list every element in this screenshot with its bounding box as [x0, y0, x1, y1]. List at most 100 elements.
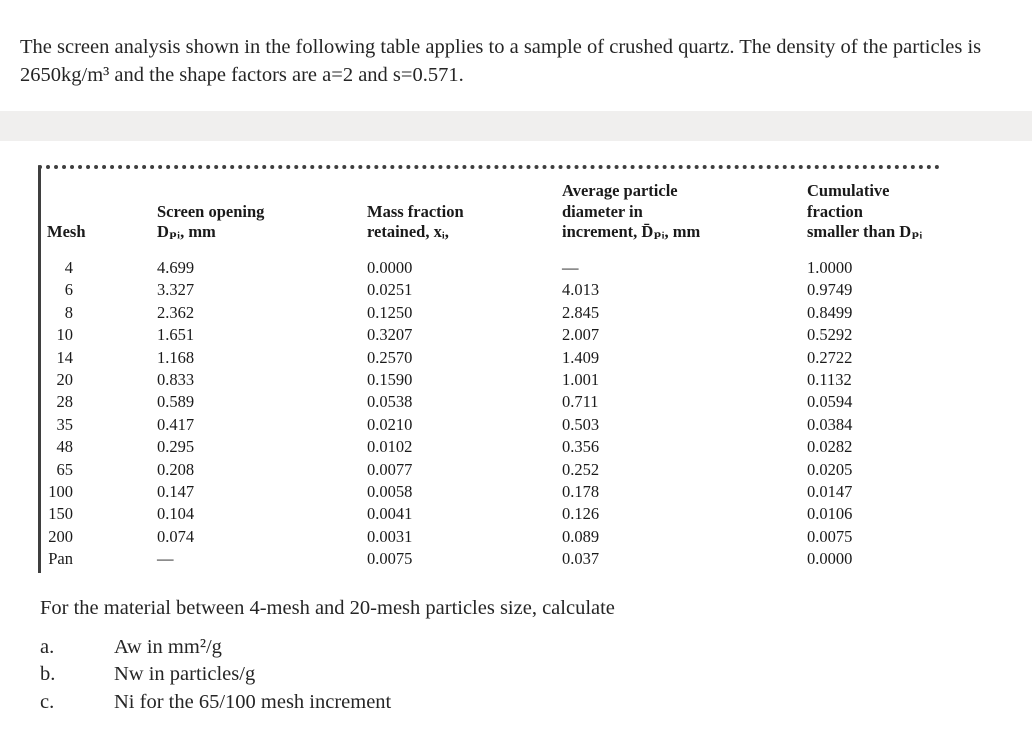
- table-cell: 0.0077: [367, 459, 413, 479]
- table-cell: 2.007: [562, 325, 600, 345]
- table-cell: 0.3207: [367, 325, 413, 345]
- screen-analysis-table: Mesh Screen opening Dₚᵢ, mm Mass fraction re…: [47, 181, 940, 571]
- table-cell: 0.089: [562, 526, 600, 546]
- table-row: 20 0.833 0.1590 1.001 0.1132: [47, 369, 940, 391]
- table-row: 28 0.589 0.0538 0.711 0.0594: [47, 391, 940, 413]
- table-row: 150 0.104 0.0041 0.126 0.0106: [47, 503, 940, 525]
- table-cell: 0.0102: [367, 437, 413, 457]
- question-item-text: Aw in mm²/g: [114, 635, 222, 658]
- table-header-row: Mesh Screen opening Dₚᵢ, mm Mass fraction re…: [47, 181, 940, 257]
- table-cell: 4: [64, 257, 73, 277]
- table-cell: 0.0075: [807, 526, 853, 546]
- table-cell: 0.8499: [807, 302, 853, 322]
- question-prompt: For the material between 4-mesh and 20-m…: [40, 596, 615, 619]
- table-cell: 0.0000: [367, 257, 413, 277]
- table-cell: 1.001: [562, 369, 600, 389]
- problem-statement: The screen analysis shown in the followi…: [20, 35, 982, 86]
- question-item-b: b. Nw in particles/g: [40, 661, 1032, 689]
- table-cell: 0.0031: [367, 526, 413, 546]
- table-cell: 4.699: [157, 257, 195, 277]
- table-cell: 0.147: [157, 482, 195, 501]
- table-cell: 0.5292: [807, 325, 853, 345]
- table-cell: 0.0251: [367, 280, 413, 300]
- table-cell: 48: [56, 437, 74, 457]
- section-divider-band: [0, 111, 1032, 142]
- table-cell: 0.356: [562, 437, 600, 457]
- table-cell: 0.711: [562, 392, 599, 412]
- table-cell: 0.0075: [367, 549, 413, 569]
- question-item-label: b.: [40, 663, 56, 686]
- question-item-label: a.: [40, 635, 55, 658]
- table-cell: 0.2570: [367, 347, 413, 367]
- table-row: 10 1.651 0.3207 2.007 0.5292: [47, 324, 940, 346]
- table-cell: 3.327: [157, 280, 195, 300]
- table-cell: 10: [56, 325, 74, 345]
- table-row: 200 0.074 0.0031 0.089 0.0075: [47, 526, 940, 548]
- table-cell: 0.126: [562, 504, 600, 524]
- table-cell: 0.074: [157, 526, 195, 546]
- table-cell: 0.0058: [367, 482, 413, 501]
- table-cell: 0.2722: [807, 347, 853, 367]
- table-cell: 0.0000: [807, 549, 853, 569]
- table-cell: 1.409: [562, 347, 600, 367]
- table-row: 6 3.327 0.0251 4.013 0.9749: [47, 279, 940, 301]
- table-cell: 8: [64, 302, 73, 322]
- table-cell: 0.1132: [807, 369, 852, 389]
- table-body: 4 4.699 0.0000 — 1.0000 6 3.327 0.0251 4.013 0.97…: [47, 257, 940, 571]
- column-header: Mass fraction retained, xᵢ,: [367, 201, 464, 242]
- table-cell: 6: [64, 280, 73, 300]
- table-cell: 0.0210: [367, 414, 413, 434]
- column-header: Average particle diameter in increment, D̄…: [562, 181, 701, 242]
- column-header: Cumulative fraction smaller than Dₚᵢ: [807, 181, 923, 242]
- screen-analysis-table-section: Mesh Screen opening Dₚᵢ, mm Mass fraction re…: [38, 165, 940, 573]
- table-cell: 1.651: [157, 325, 195, 345]
- table-cell: 0.9749: [807, 280, 853, 300]
- question-item-c: c. Ni for the 65/100 mesh increment: [40, 689, 1032, 717]
- table-cell: 1.168: [157, 347, 195, 367]
- table-cell: 0.0106: [807, 504, 853, 524]
- table-cell: 100: [48, 482, 73, 501]
- table-row: 4 4.699 0.0000 — 1.0000: [47, 257, 940, 279]
- column-header: Screen opening Dₚᵢ, mm: [157, 201, 265, 242]
- column-header: Mesh: [47, 222, 86, 242]
- table-cell: 0.104: [157, 504, 195, 524]
- table-cell: 20: [56, 369, 74, 389]
- table-cell: 150: [48, 504, 73, 524]
- table-cell: 0.208: [157, 459, 195, 479]
- table-cell: 2.362: [157, 302, 195, 322]
- table-cell: 2.845: [562, 302, 600, 322]
- table-cell: 0.0147: [807, 482, 853, 501]
- table-cell: 0.0282: [807, 437, 853, 457]
- table-row: 8 2.362 0.1250 2.845 0.8499: [47, 302, 940, 324]
- table-cell: 4.013: [562, 280, 600, 300]
- question-item-label: c.: [40, 690, 55, 713]
- table-row: 35 0.417 0.0210 0.503 0.0384: [47, 414, 940, 436]
- table-cell: 0.833: [157, 369, 195, 389]
- table-cell: 0.0538: [367, 392, 413, 412]
- table-cell: Pan: [48, 549, 73, 569]
- table-cell: 28: [56, 392, 74, 412]
- table-row: 65 0.208 0.0077 0.252 0.0205: [47, 459, 940, 481]
- table-cell: 0.503: [562, 414, 600, 434]
- question-item-text: Ni for the 65/100 mesh increment: [114, 690, 392, 713]
- table-cell: 200: [48, 526, 73, 546]
- table-row: 100 0.147 0.0058 0.178 0.0147: [47, 481, 940, 503]
- question-list: a. Aw in mm²/g b. Nw in particles/g c. N…: [40, 634, 1032, 717]
- table-cell: —: [157, 549, 174, 569]
- table-cell: 0.252: [562, 459, 600, 479]
- table-cell: 0.295: [157, 437, 195, 457]
- table-cell: 0.0205: [807, 459, 853, 479]
- table-row: 48 0.295 0.0102 0.356 0.0282: [47, 436, 940, 458]
- question-item-a: a. Aw in mm²/g: [40, 634, 1032, 662]
- table-cell: 35: [56, 414, 74, 434]
- table-cell: 0.1590: [367, 369, 413, 389]
- table-cell: 65: [56, 459, 74, 479]
- question-item-text: Nw in particles/g: [114, 663, 256, 686]
- table-cell: 14: [56, 347, 74, 367]
- table-cell: 1.0000: [807, 257, 853, 277]
- table-cell: 0.178: [562, 482, 600, 501]
- table-cell: 0.589: [157, 392, 195, 412]
- table-cell: 0.0041: [367, 504, 413, 524]
- table-cell: —: [562, 257, 579, 277]
